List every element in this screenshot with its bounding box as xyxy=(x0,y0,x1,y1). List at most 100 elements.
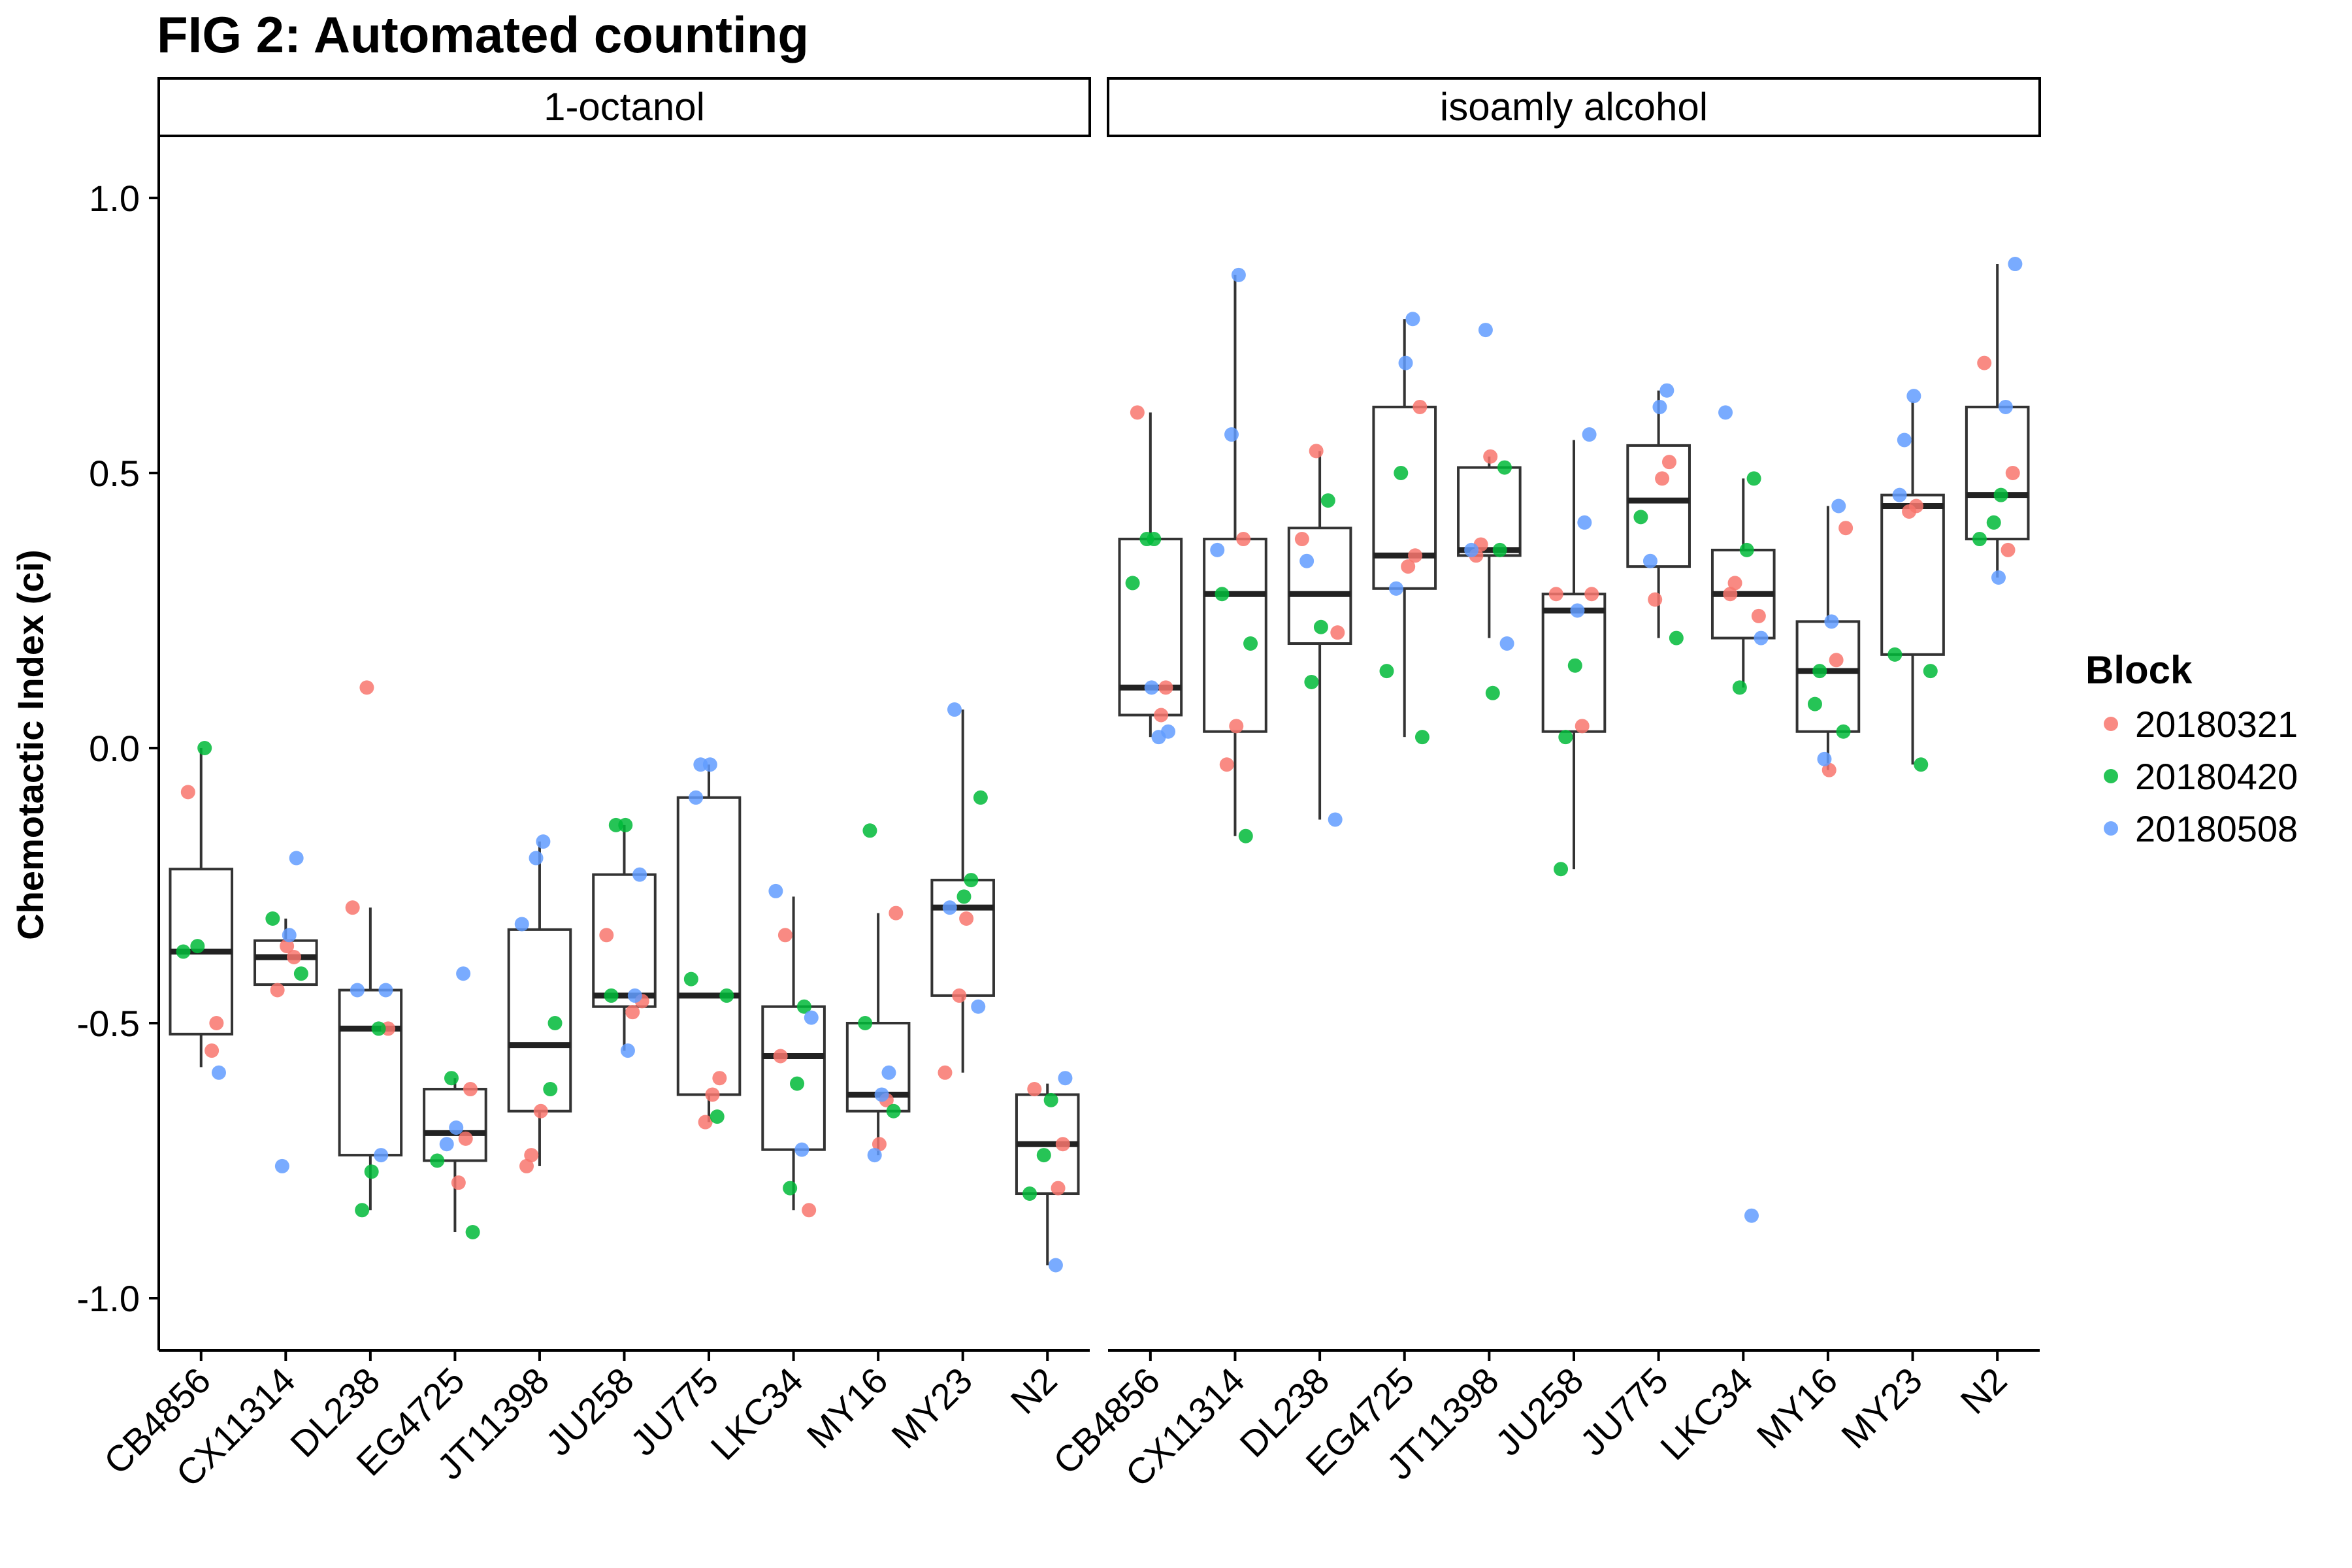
data-point xyxy=(1022,1186,1037,1201)
data-point xyxy=(858,1016,873,1030)
data-point xyxy=(1751,608,1766,623)
box-iqr xyxy=(423,1088,487,1162)
data-point xyxy=(683,972,698,987)
y-tick-label: 0.0 xyxy=(89,728,140,769)
data-point xyxy=(2001,542,2016,557)
data-point xyxy=(293,966,308,981)
data-point xyxy=(289,851,304,866)
data-point xyxy=(1567,658,1582,673)
data-point xyxy=(1243,636,1258,651)
data-point xyxy=(1652,399,1667,414)
data-point xyxy=(971,999,986,1014)
facet-strip-label: isoamly alcohol xyxy=(1440,85,1708,129)
data-point xyxy=(1130,405,1145,420)
data-point xyxy=(1215,587,1230,602)
data-point xyxy=(804,1010,819,1025)
x-tick-label: MY23 xyxy=(883,1360,980,1456)
box-JU258 xyxy=(1541,440,1607,870)
data-point xyxy=(608,817,623,832)
box-iqr xyxy=(1457,466,1522,557)
data-point xyxy=(1723,587,1738,602)
box-iqr xyxy=(592,873,657,1008)
data-point xyxy=(1048,1258,1063,1273)
data-point xyxy=(973,790,988,805)
data-point xyxy=(536,834,551,849)
data-point xyxy=(777,928,792,943)
data-point xyxy=(1414,730,1429,745)
legend-entry: 20180420 xyxy=(2104,756,2298,797)
data-point xyxy=(197,741,212,755)
data-point xyxy=(1669,630,1684,645)
data-point xyxy=(1294,532,1309,547)
data-point xyxy=(2005,466,2020,480)
x-tick-label: N2 xyxy=(1952,1360,2014,1422)
box-JU775 xyxy=(676,764,742,1122)
data-point xyxy=(705,1087,720,1102)
data-point xyxy=(1655,471,1670,486)
data-point xyxy=(282,928,297,943)
data-point xyxy=(1408,548,1423,563)
data-point xyxy=(211,1065,226,1080)
data-point xyxy=(1483,449,1498,464)
box-iqr xyxy=(845,1022,911,1113)
data-point xyxy=(599,928,614,943)
data-point xyxy=(959,911,974,926)
data-point xyxy=(1744,1208,1759,1223)
data-point xyxy=(1824,614,1839,629)
data-point xyxy=(1838,521,1854,536)
data-point xyxy=(1582,427,1597,442)
legend-swatch xyxy=(2104,717,2118,731)
data-point xyxy=(1394,466,1409,480)
data-point xyxy=(280,939,295,954)
data-point xyxy=(1224,427,1239,442)
data-point xyxy=(604,988,619,1003)
data-point xyxy=(355,1203,370,1218)
data-point xyxy=(287,949,302,964)
box-N2 xyxy=(1015,1083,1080,1266)
data-point xyxy=(947,702,962,717)
data-point xyxy=(698,1115,713,1130)
box-iqr xyxy=(1372,405,1437,590)
data-point xyxy=(1998,399,2013,414)
data-point xyxy=(1229,719,1244,734)
data-point xyxy=(1478,323,1493,338)
legend: Block 20180321 20180420 20180508 xyxy=(2085,648,2298,849)
x-tick-label: N2 xyxy=(1003,1360,1065,1422)
data-point xyxy=(374,1148,389,1163)
x-tick-label: JU258 xyxy=(1487,1360,1591,1463)
data-point xyxy=(1328,812,1343,827)
box-iqr xyxy=(1287,527,1352,645)
data-point xyxy=(1313,619,1328,634)
data-point xyxy=(1661,455,1676,470)
data-point xyxy=(1812,664,1827,679)
data-point xyxy=(1413,399,1428,414)
data-point xyxy=(514,917,529,932)
data-point xyxy=(773,1049,788,1064)
data-point xyxy=(1558,730,1573,745)
data-point xyxy=(274,1158,289,1173)
data-point xyxy=(1485,685,1500,700)
y-tick-label: 1.0 xyxy=(89,178,140,219)
data-point xyxy=(1401,559,1416,574)
data-point xyxy=(1036,1148,1051,1163)
data-point xyxy=(456,966,471,981)
data-point xyxy=(378,983,393,998)
data-point xyxy=(1570,603,1585,618)
data-point xyxy=(1055,1137,1070,1152)
x-tick-label: JU775 xyxy=(1572,1360,1676,1463)
data-point xyxy=(1139,532,1154,547)
x-tick-label: MY16 xyxy=(799,1360,896,1456)
data-point xyxy=(1923,664,1938,679)
data-point xyxy=(1732,680,1747,695)
panel-1: isoamly alcoholCB4856CX11314DL238EG4725J… xyxy=(1045,77,2041,1495)
data-point xyxy=(964,873,979,888)
data-point xyxy=(790,1076,805,1091)
data-point xyxy=(1584,587,1599,602)
data-point xyxy=(1577,515,1592,530)
data-point xyxy=(862,823,877,838)
data-point xyxy=(693,757,708,772)
legend-entry: 20180508 xyxy=(2104,808,2298,849)
data-point xyxy=(2008,257,2023,272)
box-iqr xyxy=(1965,405,2030,541)
